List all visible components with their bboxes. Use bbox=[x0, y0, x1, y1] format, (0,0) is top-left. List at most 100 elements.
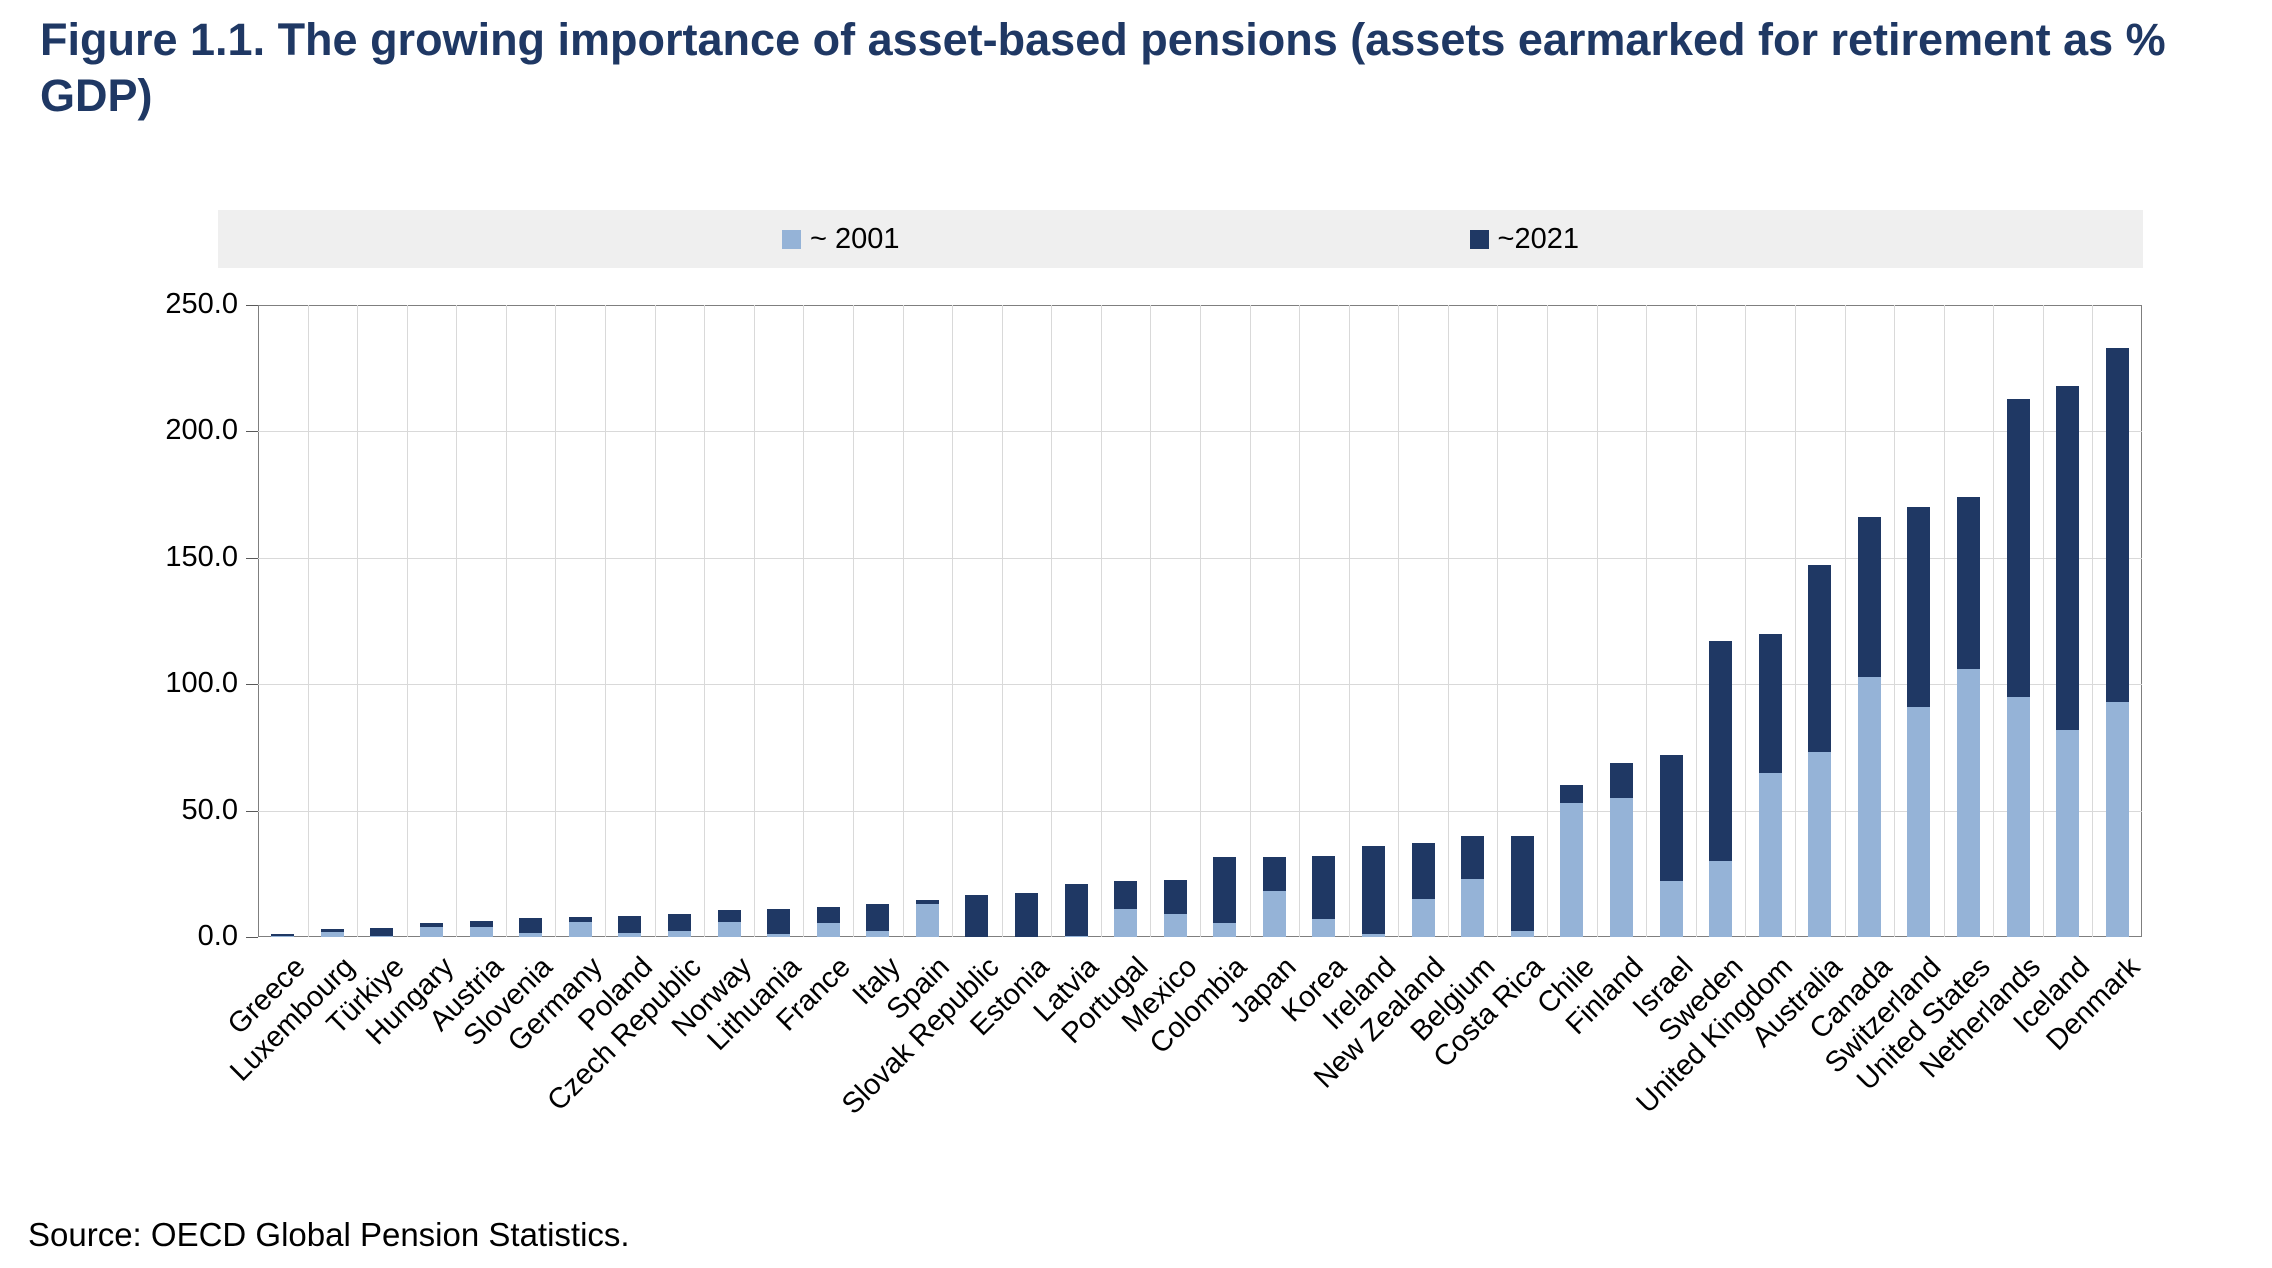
chart-legend: ~ 2001 ~2021 bbox=[218, 210, 2143, 268]
gridline-vertical bbox=[307, 305, 309, 937]
gridline-vertical bbox=[1299, 305, 1301, 937]
bar-2001 bbox=[1114, 909, 1138, 937]
y-axis-tick bbox=[246, 557, 258, 559]
gridline-vertical bbox=[753, 305, 755, 937]
y-axis-tick bbox=[246, 937, 258, 938]
bar-2001 bbox=[320, 931, 344, 937]
bar-2001 bbox=[1312, 919, 1336, 937]
bar-2001 bbox=[767, 934, 791, 937]
bar-2001 bbox=[816, 923, 840, 937]
gridline-vertical bbox=[1993, 305, 1995, 937]
bar-2001 bbox=[1362, 934, 1386, 937]
bar-2021 bbox=[519, 918, 543, 937]
legend-swatch-2021-icon bbox=[1469, 229, 1489, 249]
gridline-vertical bbox=[1646, 305, 1648, 937]
gridline-vertical bbox=[1844, 305, 1846, 937]
legend-item-2021: ~2021 bbox=[1469, 222, 1579, 256]
gridline-vertical bbox=[1497, 305, 1499, 937]
gridline-vertical bbox=[803, 305, 805, 937]
gridline-vertical bbox=[852, 305, 854, 937]
gridline-vertical bbox=[1547, 305, 1549, 937]
bar-2001 bbox=[2056, 729, 2080, 937]
bar-2001 bbox=[1262, 891, 1286, 937]
bar-2001 bbox=[1064, 935, 1088, 937]
bar-2001 bbox=[1510, 930, 1534, 937]
bar-2001 bbox=[1758, 772, 1782, 937]
legend-label-2001: ~ 2001 bbox=[810, 222, 900, 255]
bar-2021 bbox=[1014, 892, 1038, 937]
bar-2021 bbox=[1362, 845, 1386, 937]
y-axis-tick bbox=[246, 810, 258, 812]
gridline-vertical bbox=[1100, 305, 1102, 937]
bar-2001 bbox=[1609, 797, 1633, 937]
gridline-vertical bbox=[952, 305, 954, 937]
bar-2001 bbox=[1907, 706, 1931, 937]
bar-2001 bbox=[915, 904, 939, 937]
y-axis-label: 50.0 bbox=[181, 793, 238, 826]
gridline-vertical bbox=[1150, 305, 1152, 937]
legend-label-2021: ~2021 bbox=[1497, 222, 1579, 255]
gridline-vertical bbox=[902, 305, 904, 937]
bar-2021 bbox=[618, 915, 642, 937]
bar-2021 bbox=[866, 904, 890, 937]
bar-2001 bbox=[1213, 923, 1237, 937]
bar-2021 bbox=[370, 928, 394, 937]
bar-2021 bbox=[1510, 835, 1534, 937]
gridline-vertical bbox=[1001, 305, 1003, 937]
y-axis-label: 150.0 bbox=[165, 540, 238, 573]
bar-2001 bbox=[1659, 881, 1683, 937]
y-axis-label: 0.0 bbox=[197, 920, 238, 952]
bar-2001 bbox=[1857, 676, 1881, 937]
bar-2001 bbox=[866, 930, 890, 937]
bar-2001 bbox=[519, 933, 543, 937]
gridline-vertical bbox=[406, 305, 408, 937]
bar-2021 bbox=[271, 934, 295, 937]
gridline-vertical bbox=[456, 305, 458, 937]
bar-2021 bbox=[1064, 883, 1088, 937]
gridline-vertical bbox=[2042, 305, 2044, 937]
legend-item-2001: ~ 2001 bbox=[782, 223, 900, 256]
gridline-vertical bbox=[357, 305, 359, 937]
gridline-vertical bbox=[1447, 305, 1449, 937]
bar-2001 bbox=[271, 935, 295, 937]
gridline-vertical bbox=[2092, 305, 2094, 937]
gridline-vertical bbox=[1051, 305, 1053, 937]
bar-2001 bbox=[618, 933, 642, 937]
bar-2001 bbox=[1709, 861, 1733, 937]
gridline-vertical bbox=[1200, 305, 1201, 937]
y-axis-tick bbox=[246, 684, 258, 686]
bar-2001 bbox=[2006, 696, 2030, 937]
gridline-vertical bbox=[1894, 305, 1896, 937]
gridline-vertical bbox=[1794, 305, 1796, 937]
bar-2001 bbox=[717, 921, 741, 937]
bar-2021 bbox=[1312, 856, 1336, 937]
gridline-vertical bbox=[1745, 305, 1747, 937]
bar-2001 bbox=[1163, 914, 1187, 937]
y-axis-label: 200.0 bbox=[165, 414, 238, 447]
gridline-vertical bbox=[1695, 305, 1697, 937]
legend-swatch-2001-icon bbox=[782, 229, 802, 249]
gridline-vertical bbox=[605, 305, 607, 937]
bar-2001 bbox=[420, 926, 444, 937]
gridline-vertical bbox=[505, 305, 507, 937]
y-axis-tick bbox=[246, 431, 258, 433]
bar-2001 bbox=[1808, 752, 1832, 937]
gridline-vertical bbox=[1348, 305, 1350, 937]
gridline-vertical bbox=[1596, 305, 1598, 937]
bar-2001 bbox=[568, 921, 592, 937]
gridline-vertical bbox=[1398, 305, 1400, 937]
bar-2021 bbox=[965, 895, 989, 937]
gridline-vertical bbox=[654, 305, 656, 937]
gridline-vertical bbox=[1943, 305, 1945, 937]
bar-2001 bbox=[1956, 669, 1980, 937]
bar-2001 bbox=[370, 935, 394, 937]
y-axis-tick bbox=[246, 305, 258, 306]
bar-2001 bbox=[2105, 701, 2129, 937]
bar-2001 bbox=[667, 930, 691, 937]
bar-2021 bbox=[1213, 857, 1237, 937]
bar-2001 bbox=[1411, 899, 1435, 937]
figure-title: Figure 1.1. The growing importance of as… bbox=[40, 14, 2166, 121]
gridline-vertical bbox=[1249, 305, 1251, 937]
